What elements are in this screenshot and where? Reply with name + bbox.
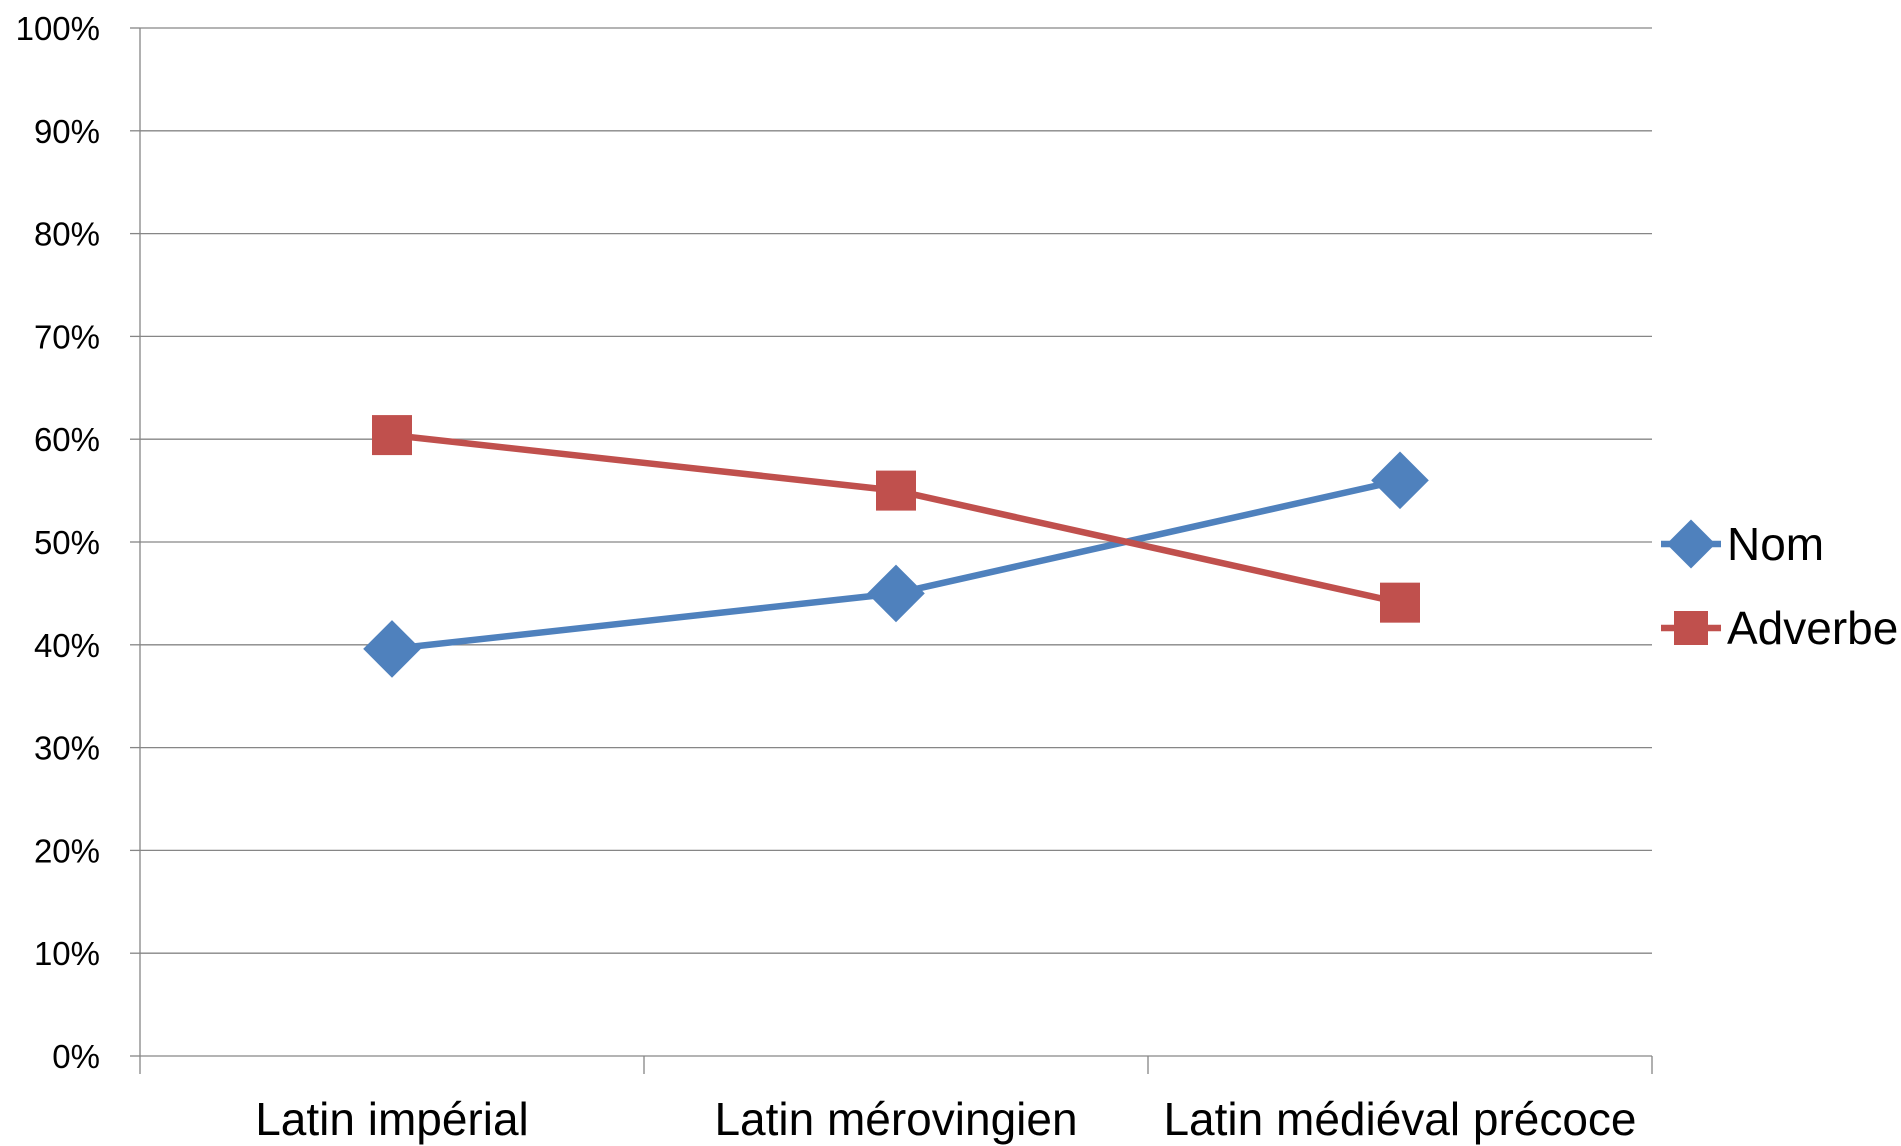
axes [130, 27, 1653, 1074]
legend-item-nom: Nom [1661, 518, 1824, 570]
y-tick-label: 70% [34, 318, 100, 355]
x-category-label: Latin médiéval précoce [1163, 1093, 1636, 1145]
y-tick-label: 60% [34, 421, 100, 458]
data-point-marker [1380, 582, 1420, 623]
legend-swatch-marker [1666, 519, 1716, 569]
y-tick-label: 0% [52, 1038, 100, 1075]
legend-label: Nom [1727, 518, 1824, 570]
legend-label: Adverbe [1727, 602, 1898, 654]
x-category-label: Latin mérovingien [714, 1093, 1077, 1145]
y-tick-label: 80% [34, 216, 100, 253]
data-point-marker [876, 470, 916, 511]
legend-item-adverbe: Adverbe [1661, 602, 1898, 654]
y-tick-label: 10% [34, 935, 100, 972]
series-nom [363, 451, 1429, 678]
series-layer [363, 415, 1429, 678]
y-tick-label: 40% [34, 627, 100, 664]
data-point-marker [867, 564, 925, 623]
data-point-marker [1371, 451, 1429, 510]
y-tick-label: 90% [34, 113, 100, 150]
series-adverbe [372, 415, 1420, 623]
y-axis-tick-labels: 0% 10% 20% 30% 40% 50% 60% 70% 80% 90% 100% [16, 10, 100, 1075]
data-point-marker [372, 415, 412, 456]
x-axis-category-labels: Latin impérial Latin mérovingien Latin méd… [255, 1093, 1636, 1145]
y-tick-label: 20% [34, 832, 100, 869]
data-point-marker [363, 620, 421, 678]
legend-swatch-marker [1674, 611, 1708, 645]
x-category-label: Latin impérial [255, 1093, 529, 1145]
y-tick-label: 100% [16, 10, 100, 47]
y-tick-label: 30% [34, 730, 100, 767]
y-tick-label: 50% [34, 524, 100, 561]
legend: Nom Adverbe [1661, 518, 1898, 654]
